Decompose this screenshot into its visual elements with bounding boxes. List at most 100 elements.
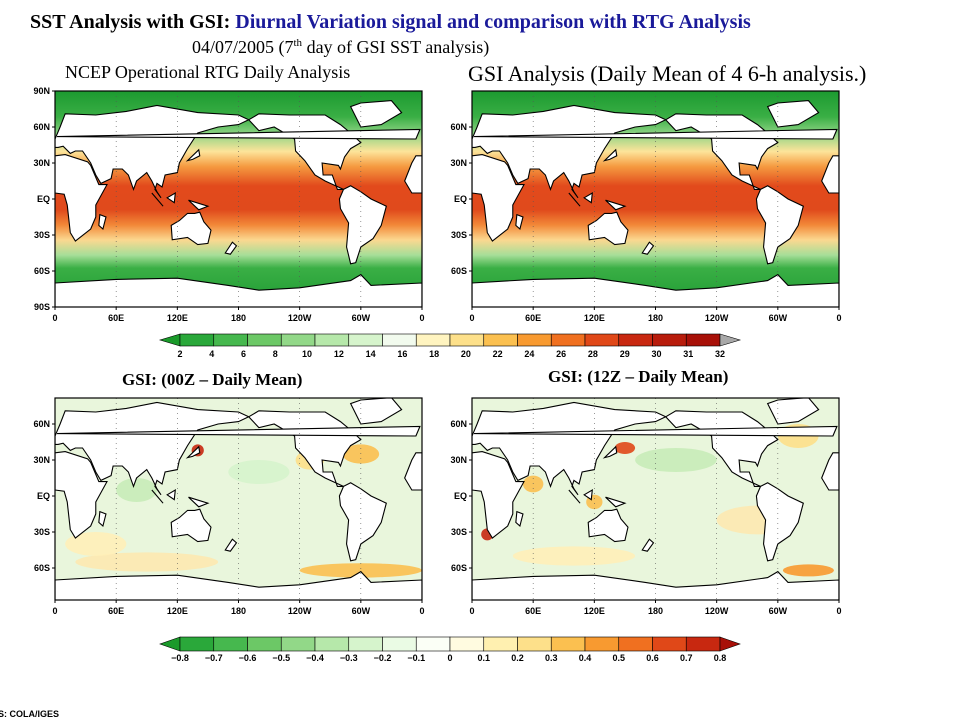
colorbar-box — [382, 636, 417, 652]
colorbar-box — [618, 333, 653, 347]
colorbar-box — [685, 636, 721, 652]
colorbar-label: 6 — [241, 349, 246, 359]
colorbar-label: 16 — [397, 349, 407, 359]
colorbar-label: 0.8 — [714, 653, 727, 663]
colorbar-box — [517, 636, 552, 652]
colorbar-box — [517, 333, 552, 347]
colorbar-label: 30 — [651, 349, 661, 359]
lat-label: 60N — [33, 419, 50, 429]
colorbar-box — [213, 333, 248, 347]
colorbar-label: 22 — [493, 349, 503, 359]
anomaly-region — [512, 546, 636, 566]
lon-label: 0 — [469, 313, 474, 323]
lat-label: EQ — [454, 194, 467, 204]
anomaly-region — [299, 563, 422, 578]
lon-label: 60E — [108, 606, 124, 616]
colorbar-box — [652, 333, 687, 347]
lon-label: 0 — [52, 313, 57, 323]
colorbar-label: 8 — [273, 349, 278, 359]
colorbar-label: 0 — [447, 653, 452, 663]
anomaly-region — [65, 532, 127, 556]
lon-label: 60E — [525, 606, 541, 616]
colorbar-label: 4 — [209, 349, 214, 359]
lon-label: 0 — [419, 313, 424, 323]
lat-label: 60S — [34, 563, 50, 573]
lon-label: 120E — [167, 313, 188, 323]
colorbar-label: −0.3 — [340, 653, 358, 663]
lon-label: 0 — [469, 606, 474, 616]
colorbar-box — [247, 333, 282, 347]
colorbar-label: 18 — [429, 349, 439, 359]
lat-label: EQ — [37, 491, 50, 501]
colorbar-box — [280, 333, 316, 347]
colorbar-label: −0.4 — [306, 653, 324, 663]
colorbar-box — [415, 636, 451, 652]
colorbar-label: 14 — [366, 349, 376, 359]
panel-title: NCEP Operational RTG Daily Analysis — [65, 62, 350, 82]
lon-label: 60E — [525, 313, 541, 323]
colorbar-label: 0.6 — [646, 653, 659, 663]
lat-label: 30S — [34, 230, 50, 240]
colorbar-box — [314, 636, 350, 652]
lat-label: 30S — [451, 527, 467, 537]
anomaly-region — [228, 460, 290, 484]
lat-label: 60S — [451, 266, 467, 276]
colorbar-box — [483, 333, 518, 347]
colorbar-box — [179, 636, 215, 652]
colorbar-label: −0.2 — [374, 653, 392, 663]
colorbar-label: 29 — [620, 349, 630, 359]
lat-label: 30N — [33, 455, 50, 465]
colorbar-label: 24 — [524, 349, 534, 359]
colorbar-label: 0.3 — [545, 653, 558, 663]
colorbar-label: 2 — [177, 349, 182, 359]
colorbar-label: −0.6 — [239, 653, 257, 663]
lon-label: 180 — [231, 313, 246, 323]
lon-label: 180 — [648, 606, 663, 616]
lat-label: 30N — [450, 158, 467, 168]
lon-label: 60W — [352, 606, 371, 616]
colorbar-box — [449, 636, 485, 652]
lat-label: 90S — [34, 302, 50, 312]
lat-label: 60N — [450, 122, 467, 132]
lon-label: 120E — [584, 606, 605, 616]
colorbar-box — [584, 636, 620, 652]
colorbar-end — [158, 333, 181, 347]
lat-label: 30S — [34, 527, 50, 537]
subtitle-before: 04/07/2005 (7 — [192, 37, 294, 58]
lon-label: 180 — [231, 606, 246, 616]
anomaly-region — [116, 478, 157, 502]
lat-label: EQ — [454, 491, 467, 501]
colorbar-box — [348, 333, 383, 347]
colorbar-box — [685, 333, 721, 347]
colorbar-label: 12 — [334, 349, 344, 359]
colorbar-label: 0.7 — [680, 653, 693, 663]
colorbar-label: 0.4 — [579, 653, 592, 663]
map-panel — [472, 398, 839, 600]
colorbar-box — [382, 333, 417, 347]
lat-label: 60S — [34, 266, 50, 276]
lat-label: EQ — [37, 194, 50, 204]
lon-label: 60W — [769, 313, 788, 323]
lon-label: 0 — [52, 606, 57, 616]
lon-label: 120E — [584, 313, 605, 323]
lon-label: 0 — [419, 606, 424, 616]
panel-title: GSI Analysis (Daily Mean of 4 6-h analys… — [468, 61, 866, 86]
colorbar-label: 26 — [556, 349, 566, 359]
colorbar-box — [618, 636, 653, 652]
colorbar-label: −0.8 — [171, 653, 189, 663]
colorbar-box — [179, 333, 215, 347]
lat-label: 60S — [451, 563, 467, 573]
map-panel — [472, 91, 839, 307]
lon-label: 120W — [705, 313, 729, 323]
colorbar-label: 0.5 — [612, 653, 625, 663]
anomaly-region — [614, 442, 636, 454]
colorbar-box — [280, 636, 316, 652]
colorbar-end — [719, 333, 742, 347]
colorbar-box — [415, 333, 451, 347]
lon-label: 60W — [769, 606, 788, 616]
subtitle: 04/07/2005 (7th day of GSI SST analysis) — [192, 37, 489, 58]
title: SST Analysis with GSI: Diurnal Variation… — [30, 11, 751, 33]
colorbar-label: 0.1 — [477, 653, 490, 663]
colorbar-box — [449, 333, 485, 347]
